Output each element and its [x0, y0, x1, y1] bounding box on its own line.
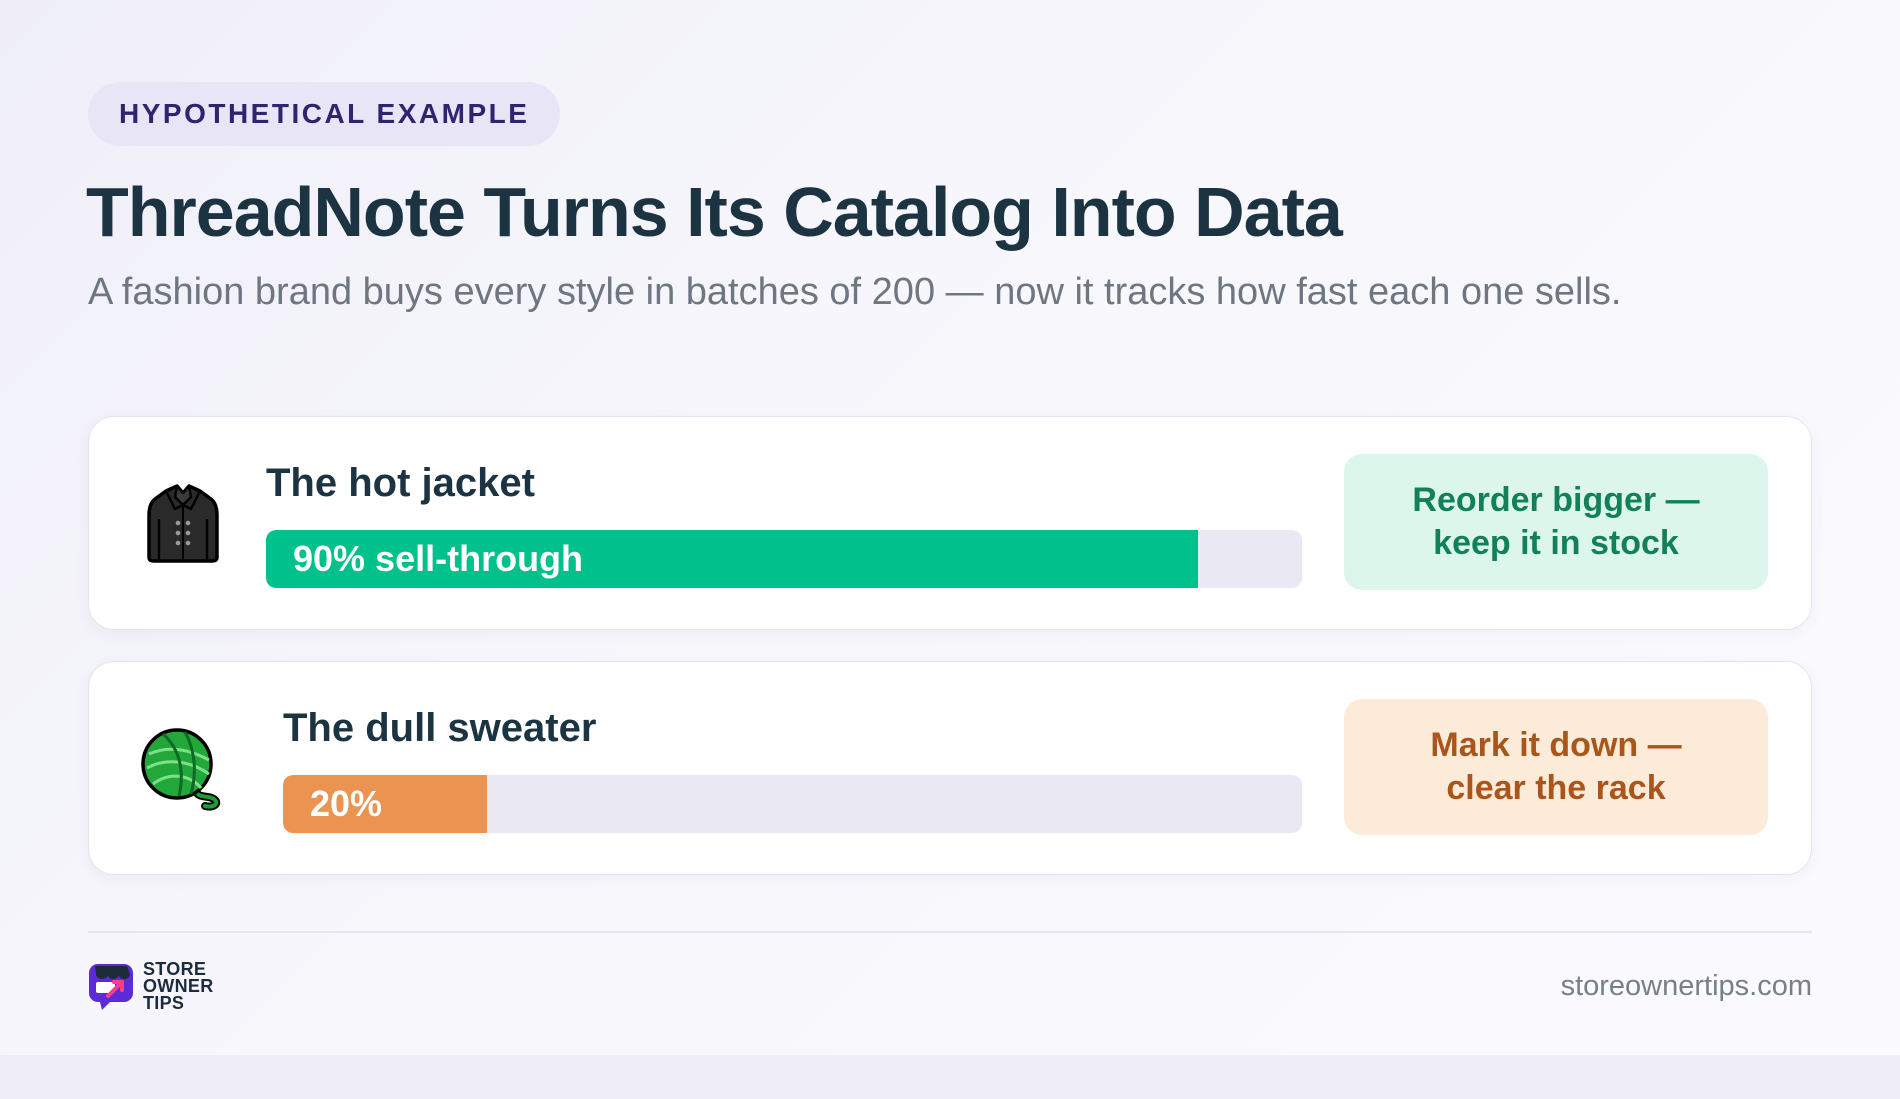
store-logo-icon	[89, 963, 133, 1010]
page-subtitle: A fashion brand buys every style in batc…	[88, 271, 1622, 313]
action-callout-markdown: Mark it down — clear the rack	[1344, 699, 1768, 835]
action-callout-reorder: Reorder bigger — keep it in stock	[1344, 454, 1768, 590]
sell-through-bar-text: 90% sell-through	[293, 538, 584, 579]
infographic-canvas: HYPOTHETICAL EXAMPLE ThreadNote Turns It…	[0, 0, 1900, 1055]
page-title: ThreadNote Turns Its Catalog Into Data	[86, 173, 1343, 251]
sell-through-bar-track: 90% sell-through	[266, 530, 1302, 588]
brand-word-2: OWNER	[143, 976, 214, 996]
brand-logo[interactable]: STORE OWNER TIPS	[88, 959, 214, 1013]
jacket-icon	[147, 484, 219, 563]
action-text-line1: Mark it down —	[1430, 726, 1682, 764]
product-card-jacket: The hot jacket 90% sell-through Reorder …	[88, 416, 1812, 630]
item-label: The dull sweater	[283, 706, 597, 750]
brand-word-3: TIPS	[143, 993, 185, 1013]
action-text-line1: Reorder bigger —	[1412, 481, 1700, 519]
sell-through-bar-track: 20%	[283, 775, 1302, 833]
footer-divider	[88, 931, 1812, 933]
brand-word-1: STORE	[143, 959, 207, 979]
website-link[interactable]: storeownertips.com	[1560, 970, 1812, 1002]
sell-through-bar-fill: 90% sell-through	[266, 530, 1199, 588]
item-label: The hot jacket	[266, 461, 535, 505]
example-badge: HYPOTHETICAL EXAMPLE	[88, 82, 561, 146]
action-text-line2: clear the rack	[1446, 769, 1666, 807]
brand-wordmark: STORE OWNER TIPS	[143, 959, 214, 1013]
sell-through-bar-text: 20%	[310, 783, 383, 824]
sell-through-bar-fill: 20%	[283, 775, 487, 833]
action-text-line2: keep it in stock	[1433, 524, 1679, 562]
product-card-sweater: The dull sweater 20% Mark it down — clea…	[88, 661, 1812, 875]
bottom-strip	[0, 1055, 1900, 1099]
yarn-ball-icon	[141, 728, 221, 811]
